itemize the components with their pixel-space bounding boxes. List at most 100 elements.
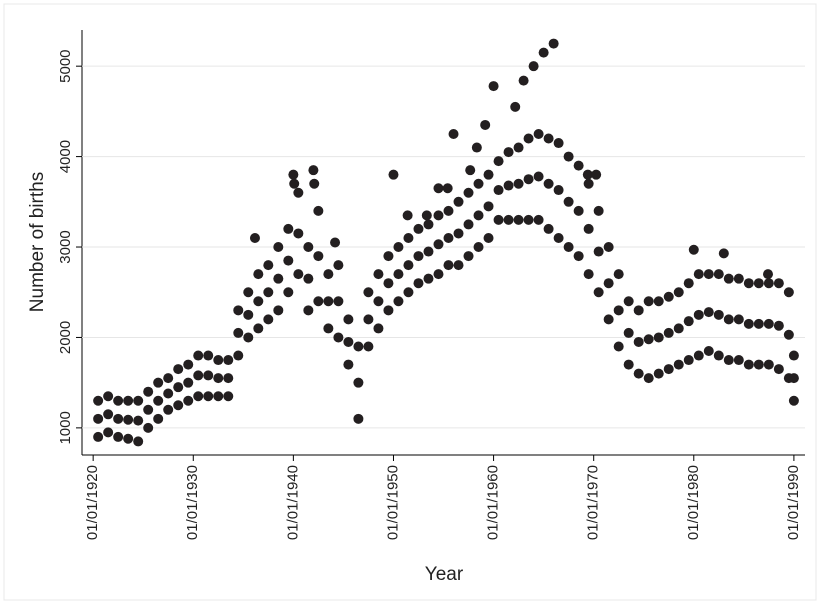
point xyxy=(563,196,574,207)
x-tick-label: 01/01/1930 xyxy=(184,465,201,540)
point xyxy=(523,214,534,225)
point xyxy=(103,427,114,438)
point xyxy=(443,232,454,243)
point xyxy=(591,169,602,180)
point xyxy=(453,260,464,271)
point xyxy=(423,273,434,284)
point xyxy=(403,287,414,298)
point xyxy=(373,296,384,307)
point xyxy=(243,332,254,343)
point xyxy=(773,320,784,331)
point xyxy=(273,273,284,284)
point xyxy=(303,273,314,284)
point xyxy=(593,246,604,257)
point xyxy=(402,210,413,221)
point xyxy=(733,273,744,284)
point xyxy=(283,223,294,234)
point xyxy=(723,273,734,284)
point xyxy=(173,382,184,393)
point xyxy=(693,309,704,320)
point xyxy=(313,251,324,262)
point xyxy=(448,128,459,139)
point xyxy=(442,183,453,194)
point xyxy=(363,341,374,352)
point xyxy=(513,142,524,153)
point xyxy=(113,413,124,424)
point xyxy=(643,373,654,384)
point xyxy=(593,205,604,216)
point xyxy=(193,370,204,381)
point xyxy=(393,269,404,280)
point xyxy=(463,251,474,262)
point xyxy=(693,350,704,361)
x-tick-label: 01/01/1990 xyxy=(785,465,802,540)
point xyxy=(773,364,784,375)
point xyxy=(163,388,174,399)
point xyxy=(683,278,694,289)
point xyxy=(343,359,354,370)
point xyxy=(253,269,264,280)
point xyxy=(471,142,482,153)
point xyxy=(93,413,104,424)
point xyxy=(263,287,274,298)
point xyxy=(753,359,764,370)
y-tick-label: 4000 xyxy=(57,140,74,173)
point xyxy=(573,251,584,262)
point xyxy=(573,205,584,216)
point xyxy=(653,368,664,379)
point xyxy=(463,187,474,198)
y-tick-label: 5000 xyxy=(57,49,74,82)
point xyxy=(183,395,194,406)
point xyxy=(763,359,774,370)
point xyxy=(518,75,529,86)
point xyxy=(413,223,424,234)
point xyxy=(373,323,384,334)
point xyxy=(103,409,114,420)
point xyxy=(223,391,234,402)
point xyxy=(483,201,494,212)
x-tick-label: 01/01/1970 xyxy=(585,465,602,540)
point xyxy=(173,364,184,375)
point xyxy=(243,309,254,320)
point xyxy=(303,242,314,253)
point xyxy=(465,165,476,176)
point xyxy=(548,38,559,49)
point xyxy=(93,431,104,442)
point xyxy=(513,178,524,189)
point xyxy=(693,269,704,280)
point xyxy=(673,359,684,370)
point xyxy=(143,422,154,433)
point xyxy=(309,178,320,189)
point xyxy=(533,128,544,139)
point xyxy=(183,359,194,370)
point xyxy=(673,323,684,334)
point xyxy=(753,278,764,289)
point xyxy=(773,278,784,289)
point xyxy=(533,171,544,182)
point xyxy=(403,232,414,243)
point xyxy=(663,291,674,302)
point xyxy=(523,133,534,144)
point xyxy=(603,314,614,325)
point xyxy=(653,296,664,307)
point xyxy=(553,138,564,149)
point xyxy=(113,395,124,406)
point xyxy=(653,332,664,343)
point xyxy=(743,278,754,289)
point xyxy=(533,214,544,225)
point xyxy=(603,278,614,289)
point xyxy=(713,309,724,320)
point xyxy=(303,305,314,316)
point xyxy=(213,355,224,366)
point xyxy=(683,355,694,366)
y-tick-label: 1000 xyxy=(57,411,74,444)
point xyxy=(123,433,134,444)
point xyxy=(93,395,104,406)
x-tick-label: 01/01/1960 xyxy=(485,465,502,540)
point xyxy=(538,47,549,58)
point xyxy=(133,395,144,406)
point xyxy=(343,336,354,347)
point xyxy=(123,395,134,406)
point xyxy=(323,296,334,307)
point xyxy=(123,414,134,425)
